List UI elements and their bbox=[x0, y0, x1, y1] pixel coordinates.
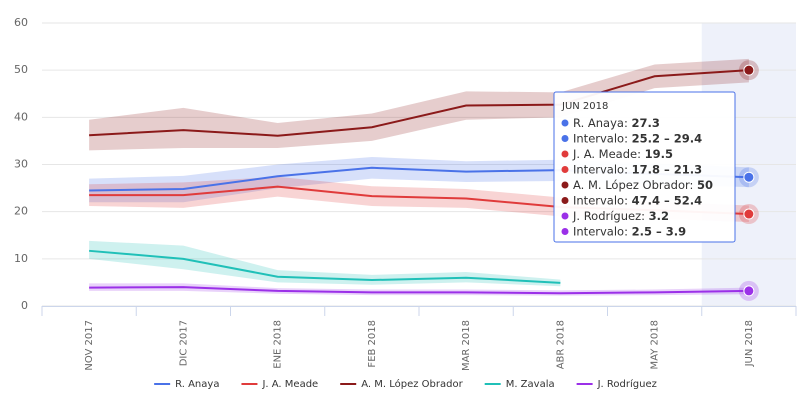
legend-item[interactable]: M. Zavala bbox=[484, 379, 555, 390]
tooltip-dot bbox=[561, 150, 569, 158]
legend-item[interactable]: J. Rodríguez bbox=[576, 378, 657, 390]
legend-label: J. Rodríguez bbox=[597, 378, 657, 390]
point-marker bbox=[743, 208, 755, 220]
legend-item[interactable]: A. M. López Obrador bbox=[340, 378, 464, 390]
tooltip-label: Intervalo: 25.2 – 29.4 bbox=[573, 131, 702, 145]
tooltip-label-text: Intervalo: bbox=[573, 193, 628, 207]
tooltip-dot bbox=[561, 166, 569, 173]
tooltip-label: Intervalo: 47.4 – 52.4 bbox=[573, 193, 702, 207]
legend-item[interactable]: J. A. Meade bbox=[241, 379, 318, 390]
y-tick-label: 60 bbox=[14, 16, 28, 29]
x-tick-label: DIC 2017 bbox=[178, 320, 189, 366]
interval-band bbox=[89, 58, 749, 151]
legend-item[interactable]: R. Anaya bbox=[154, 379, 219, 390]
series-line bbox=[89, 69, 749, 137]
legend-label: J. A. Meade bbox=[261, 379, 318, 390]
tooltip-value: 25.2 – 29.4 bbox=[632, 131, 703, 145]
tooltip-dot bbox=[561, 212, 569, 220]
series-line bbox=[89, 249, 561, 284]
tooltip-dot bbox=[561, 135, 569, 142]
tooltip-value: 47.4 – 52.4 bbox=[632, 193, 703, 207]
tooltip-box bbox=[553, 91, 736, 243]
tooltip-label: Intervalo: 17.8 – 21.3 bbox=[573, 162, 702, 176]
y-tick-label: 30 bbox=[14, 158, 28, 171]
point-marker bbox=[743, 285, 755, 297]
legend: R. Anaya J. A. Meade A. M. López Obrador M.… bbox=[154, 378, 657, 390]
y-tick-label: 10 bbox=[14, 252, 28, 265]
legend-label: M. Zavala bbox=[506, 379, 555, 390]
tooltip-dot bbox=[561, 228, 569, 235]
tooltip-label: Intervalo: 2.5 – 3.9 bbox=[573, 224, 686, 238]
tooltip-label: J. A. Meade: 19.5 bbox=[572, 147, 673, 161]
tooltip-value: 2.5 – 3.9 bbox=[632, 224, 687, 238]
y-tick-label: 50 bbox=[14, 63, 28, 76]
legend-label: A. M. López Obrador bbox=[361, 378, 463, 390]
interval-band bbox=[89, 283, 749, 296]
tooltip-label: J. Rodríguez: 3.2 bbox=[572, 209, 669, 223]
point-marker bbox=[743, 64, 755, 76]
y-tick-label: 0 bbox=[21, 299, 28, 312]
tooltip-label-text: Intervalo: bbox=[573, 131, 628, 145]
x-tick-label: MAR 2018 bbox=[461, 320, 472, 371]
x-tick-label: FEB 2018 bbox=[367, 320, 378, 368]
y-tick-label: 20 bbox=[14, 205, 28, 218]
tooltip-dot bbox=[561, 197, 569, 204]
tooltip-label-text: J. Rodríguez: bbox=[572, 209, 645, 223]
tooltip-value: 19.5 bbox=[645, 147, 673, 161]
point-marker bbox=[743, 171, 755, 183]
x-tick-label: MAY 2018 bbox=[650, 320, 661, 369]
tooltip-dot bbox=[561, 119, 569, 127]
interval-band bbox=[89, 240, 561, 287]
x-tick-label: JUN 2018 bbox=[744, 320, 755, 367]
legend-label: R. Anaya bbox=[175, 379, 219, 390]
tooltip-label: R. Anaya: 27.3 bbox=[573, 116, 660, 130]
tooltip-label-text: J. A. Meade: bbox=[572, 147, 641, 161]
tooltip-label-text: R. Anaya: bbox=[573, 116, 628, 130]
tooltip-dot bbox=[561, 181, 569, 189]
tooltip-label-text: Intervalo: bbox=[573, 162, 628, 176]
tooltip-title: JUN 2018 bbox=[561, 101, 608, 112]
x-tick-label: ABR 2018 bbox=[555, 320, 566, 369]
x-tick-label: ENE 2018 bbox=[273, 320, 284, 369]
tooltip-value: 3.2 bbox=[649, 209, 669, 223]
tooltip-value: 17.8 – 21.3 bbox=[632, 162, 703, 176]
tooltip-label-text: Intervalo: bbox=[573, 224, 628, 238]
y-tick-label: 40 bbox=[14, 110, 28, 123]
tooltip-label-text: A. M. López Obrador: bbox=[573, 178, 693, 192]
tooltip-value: 27.3 bbox=[631, 116, 659, 130]
tooltip-label: A. M. López Obrador: 50 bbox=[573, 178, 713, 192]
x-tick-label: NOV 2017 bbox=[84, 320, 95, 371]
series-line bbox=[89, 286, 749, 295]
tooltip-value: 50 bbox=[697, 178, 713, 192]
